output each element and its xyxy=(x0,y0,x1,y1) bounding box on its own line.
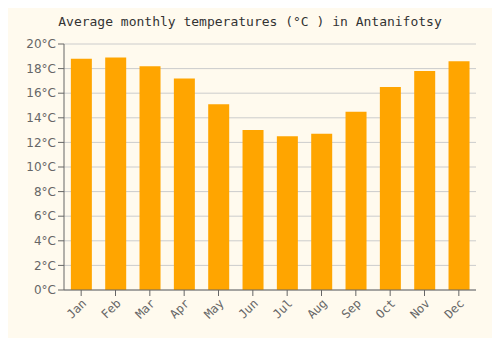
svg-text:May: May xyxy=(201,296,226,321)
svg-text:Jun: Jun xyxy=(236,296,261,321)
svg-text:Dec: Dec xyxy=(442,296,467,321)
html-text:Average monthly temperatures (: Average monthly temperatures (°C ) in An… xyxy=(58,14,442,29)
svg-text:0°C: 0°C xyxy=(34,283,56,297)
svg-text:Sep: Sep xyxy=(339,296,364,321)
svg-text:Apr: Apr xyxy=(167,296,192,321)
svg-text:8°C: 8°C xyxy=(34,185,56,199)
svg-text:Oct: Oct xyxy=(373,296,398,321)
svg-text:18°C: 18°C xyxy=(26,62,56,76)
svg-text:16°C: 16°C xyxy=(26,86,56,100)
svg-text:4°C: 4°C xyxy=(34,234,56,248)
svg-text:Feb: Feb xyxy=(98,296,123,321)
svg-text:Jul: Jul xyxy=(270,296,295,321)
svg-text:Mar: Mar xyxy=(133,296,158,321)
svg-text:6°C: 6°C xyxy=(34,209,56,223)
svg-text:Aug: Aug xyxy=(304,296,329,321)
svg-text:12°C: 12°C xyxy=(26,136,56,150)
svg-text:10°C: 10°C xyxy=(26,160,56,174)
svg-text:Nov: Nov xyxy=(407,296,432,321)
svg-text:Jan: Jan xyxy=(64,296,89,321)
svg-text:20°C: 20°C xyxy=(26,37,56,51)
svg-text:14°C: 14°C xyxy=(26,111,56,125)
svg-text:2°C: 2°C xyxy=(34,259,56,273)
